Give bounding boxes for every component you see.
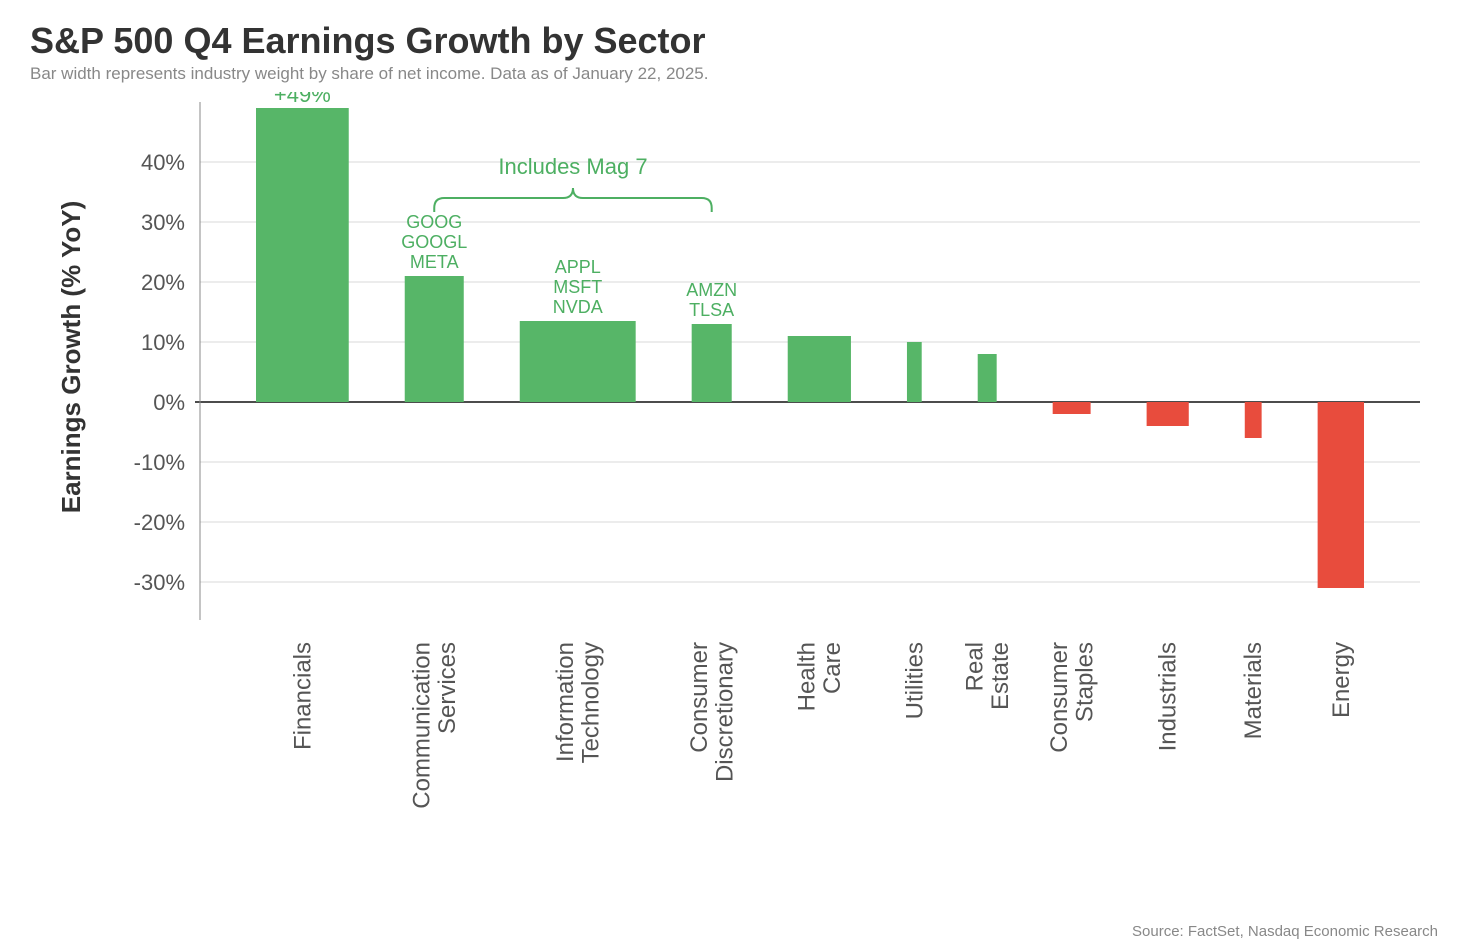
y-tick-label: 0% [153,390,185,415]
y-tick-label: -30% [134,570,185,595]
y-tick-label: 40% [141,150,185,175]
chart-title: S&P 500 Q4 Earnings Growth by Sector [30,20,1438,62]
bracket-icon [434,188,711,212]
x-tick-label: Estate [987,642,1014,710]
ticker-annotation: APPL [555,257,601,277]
bar-value-label: +49% [274,92,331,107]
y-tick-label: 20% [141,270,185,295]
x-tick-label: Care [819,642,846,694]
x-tick-label: Consumer [686,642,713,753]
sector-bar [520,321,636,402]
ticker-annotation: TLSA [689,300,734,320]
x-tick-label: Financials [289,642,316,750]
x-tick-label: Staples [1071,642,1098,722]
chart-area: -30% -20% -10% 0% 10% 20% 30% 40% Earnings Growt… [30,92,1438,892]
x-tick-label: Consumer [1046,642,1073,753]
ticker-annotation: MSFT [553,277,602,297]
x-tick-label: Communication [409,642,436,809]
y-tick-label: 30% [141,210,185,235]
y-axis-title: Earnings Growth (% YoY) [56,201,86,514]
sector-bar [1053,402,1091,414]
ticker-annotation: GOOGL [401,232,467,252]
bracket-label: Includes Mag 7 [498,154,647,179]
ticker-annotation: NVDA [553,297,603,317]
sector-bar [978,354,997,402]
sector-bar [405,276,464,402]
x-tick-label: Discretionary [711,642,738,782]
sector-bar [1245,402,1262,438]
y-tick-label: 10% [141,330,185,355]
ticker-annotation: META [410,252,459,272]
ticker-annotation: GOOG [406,212,462,232]
sector-bar [256,108,349,402]
x-tick-label: Industrials [1155,642,1182,751]
x-tick-label: Utilities [901,642,928,719]
y-tick-label: -20% [134,510,185,535]
x-tick-label: Services [434,642,461,734]
x-tick-label: Materials [1240,642,1267,739]
sector-bar [1147,402,1189,426]
x-tick-label: Energy [1328,642,1355,718]
chart-subtitle: Bar width represents industry weight by … [30,64,1438,84]
x-tick-label: Technology [577,642,604,763]
sector-bar [1318,402,1364,588]
y-tick-label: -10% [134,450,185,475]
x-tick-label: Real [962,642,989,691]
sector-bar [907,342,922,402]
ticker-annotation: AMZN [686,280,737,300]
x-tick-label: Information [552,642,579,762]
sector-bar [692,324,732,402]
x-tick-label: Health [794,642,821,711]
sector-bar [788,336,851,402]
source-caption: Source: FactSet, Nasdaq Economic Researc… [1132,923,1438,940]
